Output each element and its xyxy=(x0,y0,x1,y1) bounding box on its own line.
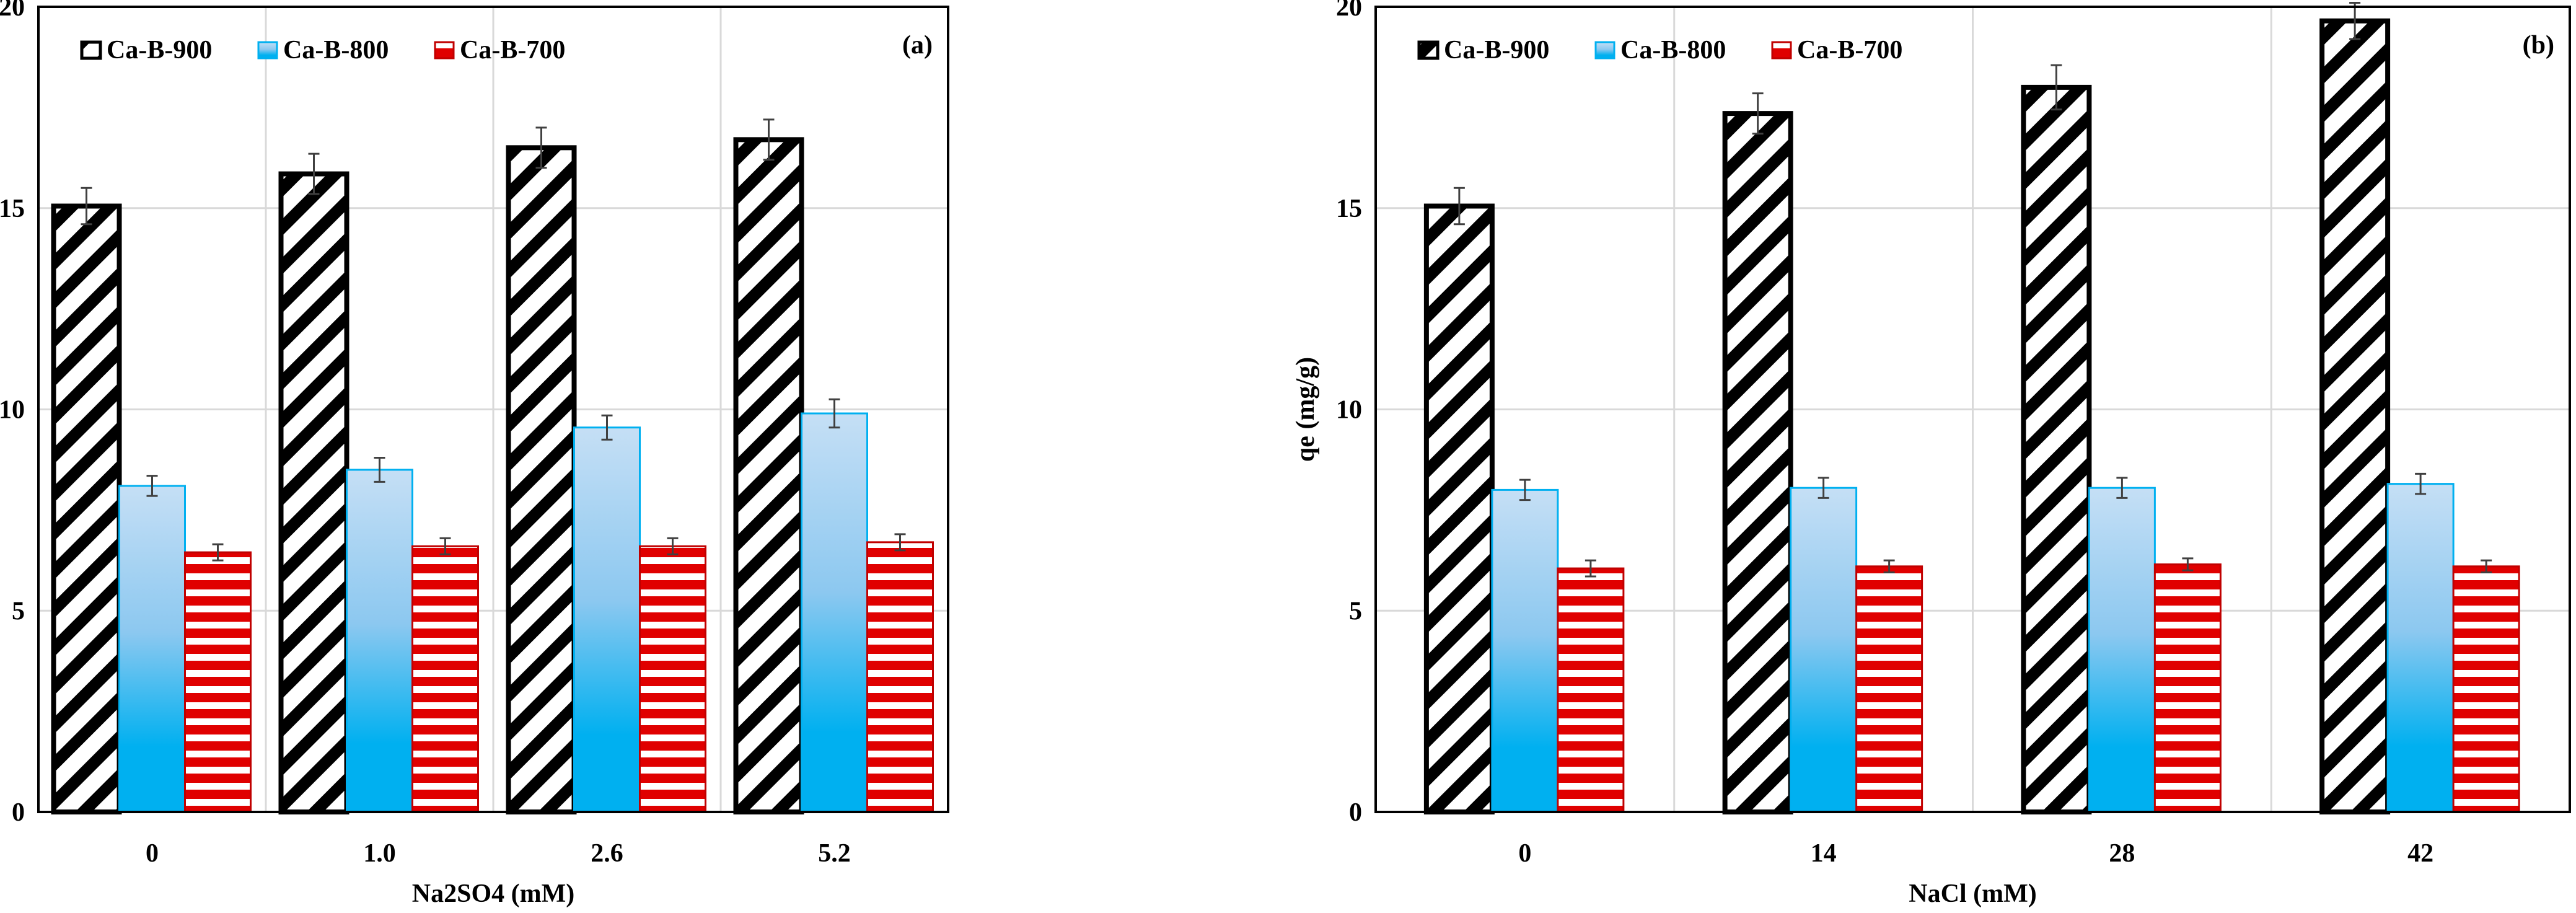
chart-panel-a: 0 5 10 15 20 0 1.0 2.6 5.2 Ca-B-900 Ca-B-800 Ca-B-7… xyxy=(0,0,949,908)
legend-swatch-ca-b-700 xyxy=(434,41,455,60)
bar-ca-b-900 xyxy=(733,137,804,815)
x-tick-label: 2.6 xyxy=(591,839,623,868)
legend-label: Ca-B-900 xyxy=(107,36,212,64)
y-tick-label: 0 xyxy=(1349,798,1362,827)
bar-ca-b-900 xyxy=(278,171,349,815)
bar-ca-b-700 xyxy=(184,551,252,813)
y-tick-label: 10 xyxy=(1336,396,1362,425)
bar-ca-b-700 xyxy=(866,541,934,813)
bar-ca-b-800 xyxy=(801,412,868,813)
y-tick-label: 5 xyxy=(1349,597,1362,625)
bar-ca-b-700 xyxy=(2452,565,2520,813)
bar-ca-b-800 xyxy=(1790,487,1858,813)
y-tick-label: 20 xyxy=(0,0,25,22)
bar-ca-b-900 xyxy=(2319,18,2391,814)
legend-swatch-ca-b-900 xyxy=(80,40,102,60)
bar-ca-b-800 xyxy=(346,469,413,813)
x-axis-label: NaCl (mM) xyxy=(1909,880,2036,908)
bar-ca-b-800 xyxy=(573,426,641,813)
bar-ca-b-800 xyxy=(118,485,186,813)
x-axis-label: Na2SO4 (mM) xyxy=(412,880,574,908)
y-tick-label: 5 xyxy=(12,597,25,625)
bar-ca-b-800 xyxy=(2386,483,2455,813)
y-axis-label: qe (mg/g) xyxy=(1291,357,1320,462)
y-tick-label: 10 xyxy=(0,396,25,425)
x-tick-label: 1.0 xyxy=(363,839,396,868)
x-tick-label: 14 xyxy=(1811,839,1837,868)
legend-swatch-ca-b-800 xyxy=(257,41,278,60)
legend-swatch-ca-b-900 xyxy=(1417,40,1440,60)
legend-label: Ca-B-900 xyxy=(1444,36,1549,64)
bar-ca-b-900 xyxy=(1722,111,1793,814)
y-tick-label: 20 xyxy=(1336,0,1362,22)
panel-label: (a) xyxy=(902,31,933,60)
bar-ca-b-700 xyxy=(411,545,479,813)
bar-ca-b-800 xyxy=(1491,488,1559,813)
x-tick-label: 5.2 xyxy=(818,839,851,868)
bar-ca-b-900 xyxy=(51,203,122,814)
legend-swatch-ca-b-800 xyxy=(1594,41,1615,60)
bar-ca-b-900 xyxy=(1423,203,1495,814)
plot-frame xyxy=(37,6,949,813)
legend-label: Ca-B-700 xyxy=(1797,36,1902,64)
legend-label: Ca-B-700 xyxy=(460,36,565,64)
bar-ca-b-700 xyxy=(639,545,706,813)
legend-label: Ca-B-800 xyxy=(283,36,389,64)
legend-swatch-ca-b-700 xyxy=(1771,41,1792,60)
bar-ca-b-900 xyxy=(2021,84,2092,814)
legend-label: Ca-B-800 xyxy=(1620,36,1726,64)
x-tick-label: 0 xyxy=(1518,839,1531,868)
y-tick-label: 15 xyxy=(0,195,25,223)
bar-ca-b-700 xyxy=(2153,563,2222,813)
panel-label: (b) xyxy=(2523,31,2554,60)
x-tick-label: 28 xyxy=(2109,839,2135,868)
y-tick-label: 15 xyxy=(1336,195,1362,223)
x-tick-label: 42 xyxy=(2407,839,2433,868)
bar-ca-b-700 xyxy=(1855,565,1923,813)
bar-ca-b-900 xyxy=(506,145,577,815)
bar-ca-b-800 xyxy=(2088,487,2156,813)
plot-frame xyxy=(1374,6,2571,813)
bar-ca-b-700 xyxy=(1557,567,1625,813)
x-tick-label: 0 xyxy=(146,839,159,868)
y-tick-label: 0 xyxy=(12,798,25,827)
chart-panel-b: 0 5 10 15 20 0 14 28 42 Ca-B-900 Ca-B-800 Ca-B-700 (… xyxy=(1291,0,2571,908)
